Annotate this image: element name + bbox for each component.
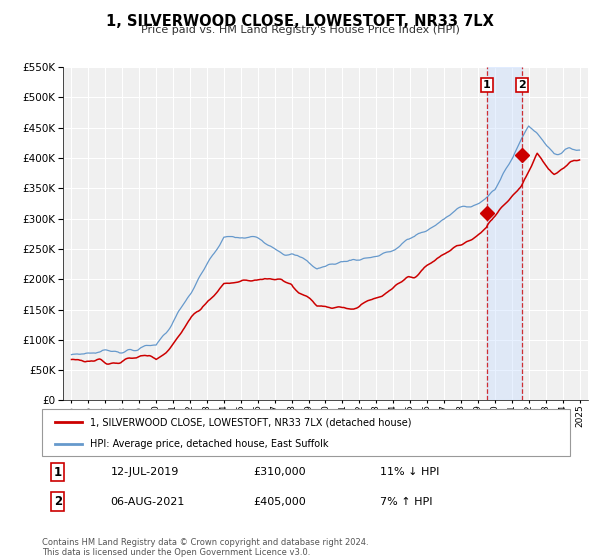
Text: 1, SILVERWOOD CLOSE, LOWESTOFT, NR33 7LX: 1, SILVERWOOD CLOSE, LOWESTOFT, NR33 7LX (106, 14, 494, 29)
Text: HPI: Average price, detached house, East Suffolk: HPI: Average price, detached house, East… (89, 439, 328, 449)
Text: £405,000: £405,000 (253, 497, 306, 507)
Text: Price paid vs. HM Land Registry's House Price Index (HPI): Price paid vs. HM Land Registry's House … (140, 25, 460, 35)
Text: £310,000: £310,000 (253, 467, 306, 477)
Text: 12-JUL-2019: 12-JUL-2019 (110, 467, 179, 477)
Text: 2: 2 (518, 81, 526, 90)
Text: 1, SILVERWOOD CLOSE, LOWESTOFT, NR33 7LX (detached house): 1, SILVERWOOD CLOSE, LOWESTOFT, NR33 7LX… (89, 417, 411, 427)
Text: 1: 1 (483, 81, 491, 90)
FancyBboxPatch shape (42, 409, 570, 456)
Text: 06-AUG-2021: 06-AUG-2021 (110, 497, 185, 507)
Text: 2: 2 (54, 495, 62, 508)
Bar (487, 67, 522, 400)
Text: Contains HM Land Registry data © Crown copyright and database right 2024.
This d: Contains HM Land Registry data © Crown c… (42, 538, 368, 557)
Text: 1: 1 (54, 465, 62, 479)
Text: 7% ↑ HPI: 7% ↑ HPI (380, 497, 433, 507)
Text: 11% ↓ HPI: 11% ↓ HPI (380, 467, 439, 477)
